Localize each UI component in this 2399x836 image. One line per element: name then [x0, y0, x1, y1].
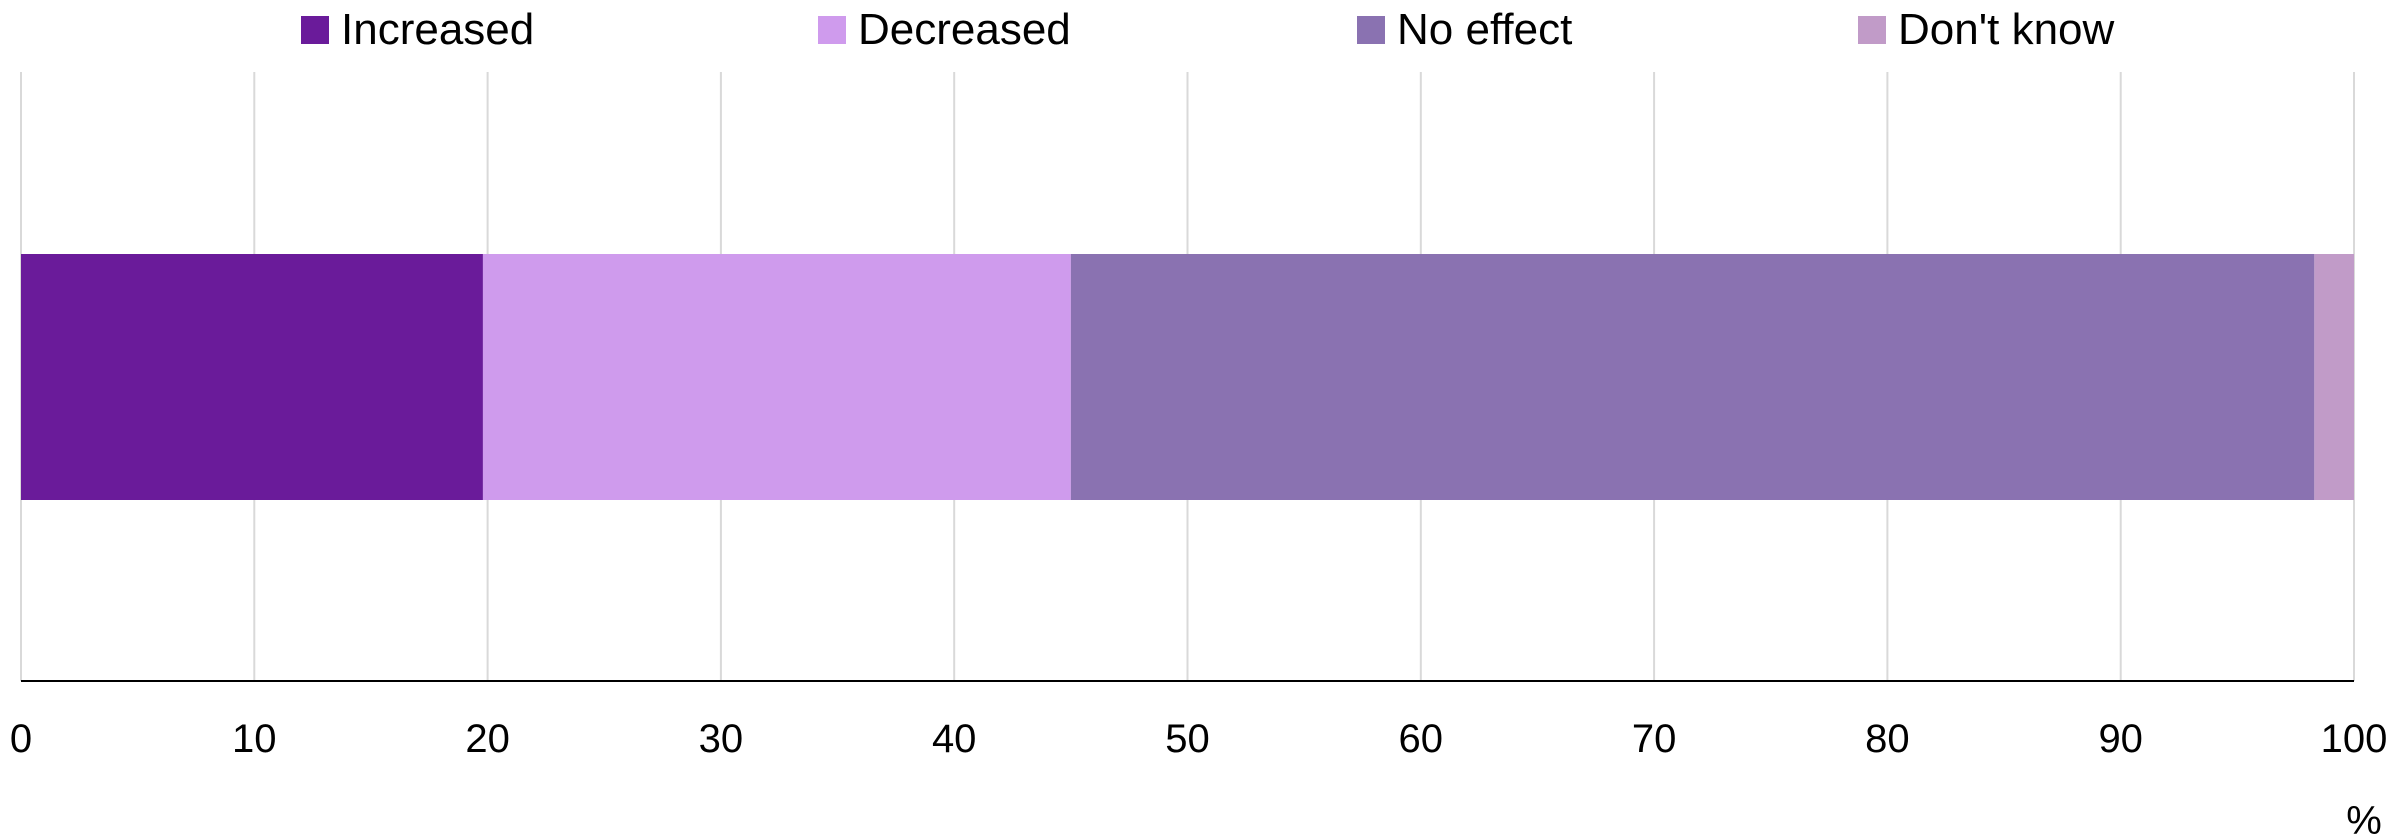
bars — [21, 254, 2354, 500]
legend: Increased Decreased No effect Don't know — [301, 5, 2115, 54]
x-tick-label: 90 — [2098, 717, 2143, 761]
legend-swatch — [1858, 16, 1886, 44]
x-tick-label: 40 — [932, 717, 977, 761]
bar-segment-decreased — [482, 254, 1071, 500]
legend-label: No effect — [1397, 5, 1572, 54]
x-tick-label: 50 — [1165, 717, 1210, 761]
x-tick-label: 30 — [699, 717, 744, 761]
legend-label: Increased — [341, 5, 534, 54]
x-tick-label: 20 — [465, 717, 510, 761]
x-axis-tick-labels: 0 10 20 30 40 50 60 70 80 90 100 — [10, 717, 2388, 761]
x-tick-label: 70 — [1632, 717, 1677, 761]
x-tick-label: 100 — [2321, 717, 2388, 761]
legend-item: No effect — [1357, 5, 1572, 54]
legend-swatch — [301, 16, 329, 44]
x-tick-label: 80 — [1865, 717, 1910, 761]
legend-swatch — [818, 16, 846, 44]
legend-item: Decreased — [818, 5, 1071, 54]
x-tick-label: 10 — [232, 717, 277, 761]
legend-swatch — [1357, 16, 1385, 44]
x-axis-unit-label: % — [2346, 799, 2382, 836]
bar-segment-no-effect — [1070, 254, 2315, 500]
legend-label: Don't know — [1898, 5, 2115, 54]
legend-label: Decreased — [858, 5, 1071, 54]
bar-segment-increased — [21, 254, 483, 500]
legend-item: Don't know — [1858, 5, 2115, 54]
x-tick-label: 60 — [1399, 717, 1444, 761]
bar-segment-don-t-know — [2314, 254, 2354, 500]
legend-item: Increased — [301, 5, 534, 54]
x-tick-label: 0 — [10, 717, 32, 761]
